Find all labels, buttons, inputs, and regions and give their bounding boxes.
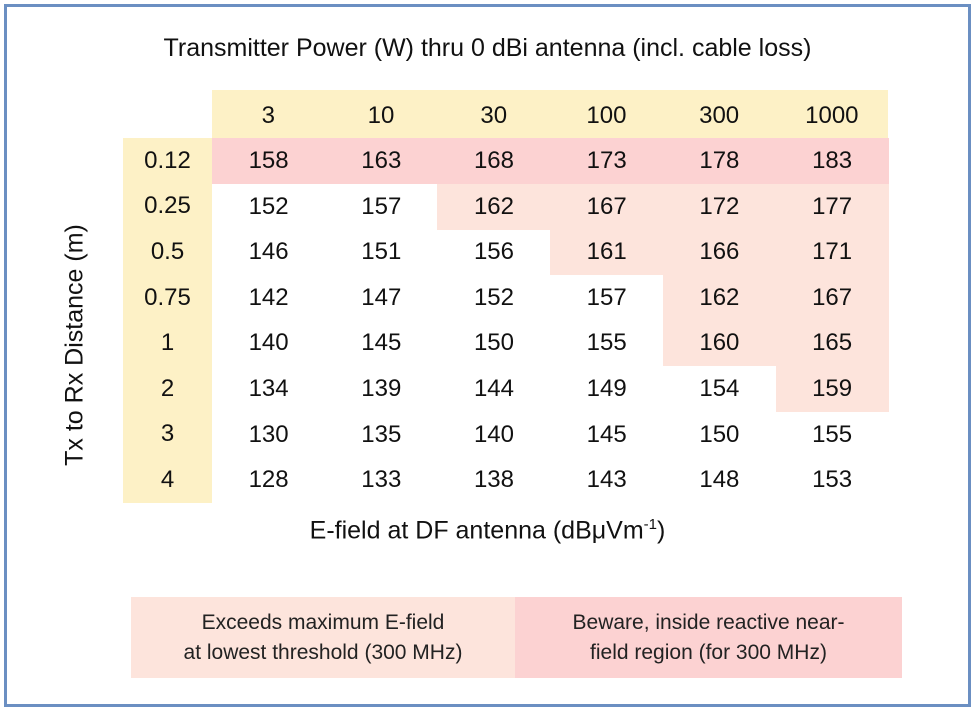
table-cell: 145 <box>586 420 627 448</box>
legend-text: Exceeds maximum E-field <box>201 610 445 634</box>
table-cell: 183 <box>775 138 889 185</box>
table-cell: 146 <box>248 238 289 266</box>
x-label-sup: -1 <box>643 516 657 533</box>
table-cell: 155 <box>586 329 627 357</box>
table-cell: 156 <box>473 238 514 266</box>
legend-text: Beware, inside reactive near- <box>572 610 845 634</box>
table-cell: 135 <box>361 420 402 448</box>
table-cell: 149 <box>586 375 627 403</box>
table-cell: 140 <box>473 420 514 448</box>
row-header-band <box>123 138 212 503</box>
column-header: 3 <box>261 102 276 129</box>
table-cell: 177 <box>775 183 889 230</box>
row-header: 1 <box>160 329 175 357</box>
row-header: 3 <box>160 420 175 448</box>
table-cell: 167 <box>775 274 889 321</box>
table-cell: 150 <box>699 420 740 448</box>
table-cell: 166 <box>662 229 776 276</box>
table-cell: 155 <box>812 420 853 448</box>
table-cell: 130 <box>248 420 289 448</box>
table-cell: 154 <box>699 375 740 403</box>
legend-text: field region (for 300 MHz) <box>590 640 827 664</box>
table-cell: 157 <box>361 192 402 220</box>
table-cell: 162 <box>662 274 776 321</box>
table-cell: 153 <box>812 466 853 494</box>
table-cell: 151 <box>361 238 402 266</box>
table-cell: 162 <box>437 183 551 230</box>
legend-text: at lowest threshold (300 MHz) <box>183 640 463 664</box>
column-header: 300 <box>699 102 740 129</box>
table-cell: 139 <box>361 375 402 403</box>
table-cell: 144 <box>473 375 514 403</box>
table-cell: 173 <box>550 138 664 185</box>
table-cell: 168 <box>437 138 551 185</box>
table-cell: 178 <box>662 138 776 185</box>
table-cell: 145 <box>361 329 402 357</box>
column-header: 30 <box>480 102 508 129</box>
table-cell: 142 <box>248 283 289 311</box>
row-header: 2 <box>160 374 175 402</box>
table-cell: 147 <box>361 283 402 311</box>
table-cell: 165 <box>775 320 889 367</box>
table-cell: 161 <box>550 229 664 276</box>
table-cell: 171 <box>775 229 889 276</box>
table-cell: 157 <box>586 283 627 311</box>
table-title: Transmitter Power (W) thru 0 dBi antenna… <box>163 34 812 62</box>
table-cell: 152 <box>248 192 289 220</box>
table-cell: 138 <box>473 466 514 494</box>
table-cell: 158 <box>212 138 326 185</box>
table-cell: 143 <box>586 466 627 494</box>
table-cell: 134 <box>248 375 289 403</box>
table-cell: 148 <box>699 466 740 494</box>
column-header: 100 <box>586 102 627 129</box>
x-label-end: ) <box>657 516 666 545</box>
table-cell: 163 <box>324 138 438 185</box>
table-cell: 167 <box>550 183 664 230</box>
table-cell: 160 <box>662 320 776 367</box>
row-header: 0.25 <box>144 192 191 220</box>
table-cell: 159 <box>775 366 889 413</box>
header-band <box>212 90 889 138</box>
x-label: E-field at DF antenna (dBμVm-1) <box>0 516 975 545</box>
legend-box: Exceeds maximum E-field at lowest thresho… <box>131 597 515 678</box>
y-label: Tx to Rx Distance (m) <box>60 224 89 466</box>
table-cell: 133 <box>361 466 402 494</box>
table-cell: 172 <box>662 183 776 230</box>
table-cell: 150 <box>473 329 514 357</box>
x-label-text: E-field at DF antenna (dBμVm <box>309 516 644 545</box>
row-header: 4 <box>160 465 175 493</box>
legend-box: Beware, inside reactive near-field regio… <box>515 597 902 678</box>
table-cell: 128 <box>248 466 289 494</box>
table-cell: 140 <box>248 329 289 357</box>
column-header: 1000 <box>805 102 859 129</box>
column-header: 10 <box>367 102 395 129</box>
table-cell: 152 <box>473 283 514 311</box>
row-header: 0.75 <box>144 283 191 311</box>
row-header: 0.5 <box>150 237 185 265</box>
row-header: 0.12 <box>144 146 191 174</box>
